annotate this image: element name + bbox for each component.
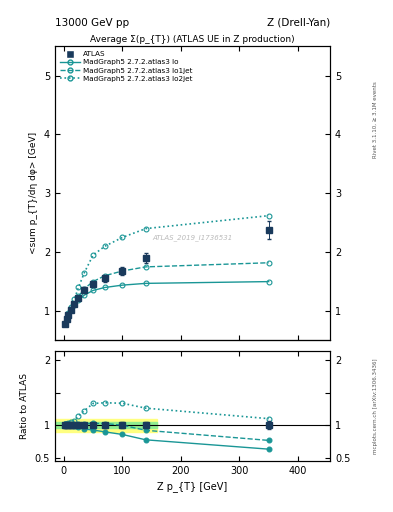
Y-axis label: <sum p_{T}/dη dφ> [GeV]: <sum p_{T}/dη dφ> [GeV] [29,132,39,254]
X-axis label: Z p_{T} [GeV]: Z p_{T} [GeV] [158,481,228,492]
Y-axis label: Ratio to ATLAS: Ratio to ATLAS [20,373,29,439]
Bar [55,419,158,432]
Text: 13000 GeV pp: 13000 GeV pp [55,18,129,28]
Legend: ATLAS, MadGraph5 2.7.2.atlas3 lo, MadGraph5 2.7.2.atlas3 lo1jet, MadGraph5 2.7.2: ATLAS, MadGraph5 2.7.2.atlas3 lo, MadGra… [59,50,194,83]
Text: Rivet 3.1.10, ≥ 3.1M events: Rivet 3.1.10, ≥ 3.1M events [373,81,378,158]
Text: Z (Drell-Yan): Z (Drell-Yan) [267,18,330,28]
Text: mcplots.cern.ch [arXiv:1306.3436]: mcplots.cern.ch [arXiv:1306.3436] [373,358,378,454]
Title: Average Σ(p_{T}) (ATLAS UE in Z production): Average Σ(p_{T}) (ATLAS UE in Z producti… [90,35,295,44]
Bar [55,422,158,429]
Text: ATLAS_2019_I1736531: ATLAS_2019_I1736531 [152,234,233,241]
